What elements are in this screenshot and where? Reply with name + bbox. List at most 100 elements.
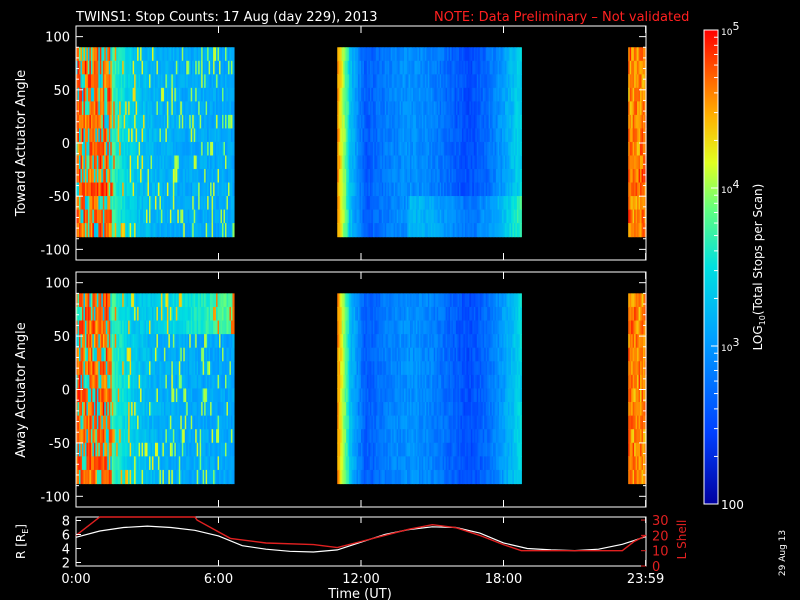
toward-heatmap-cell xyxy=(199,128,202,143)
toward-heatmap-cell xyxy=(144,223,147,238)
toward-heatmap-cell xyxy=(479,168,482,184)
toward-heatmap-cell xyxy=(421,101,424,116)
away-heatmap-cell xyxy=(219,306,222,322)
toward-heatmap-cell xyxy=(491,101,494,116)
toward-heatmap-cell xyxy=(473,101,476,116)
toward-heatmap-cell xyxy=(174,155,177,170)
toward-heatmap-cell xyxy=(411,114,414,130)
toward-heatmap-cell xyxy=(427,101,430,116)
toward-heatmap-cell xyxy=(372,87,375,102)
toward-heatmap-cell xyxy=(98,101,101,116)
toward-heatmap-cell xyxy=(186,168,189,184)
toward-heatmap-cell xyxy=(186,128,189,143)
toward-heatmap-cell xyxy=(192,141,195,157)
toward-heatmap-cell xyxy=(157,74,161,89)
toward-heatmap-cell xyxy=(114,47,117,62)
toward-heatmap-cell xyxy=(463,196,466,211)
away-heatmap-cell xyxy=(93,306,96,322)
toward-heatmap-cell xyxy=(464,209,467,224)
toward-heatmap-cell xyxy=(499,196,502,211)
away-heatmap-cell xyxy=(84,442,88,457)
toward-heatmap-cell xyxy=(361,182,364,197)
toward-heatmap-cell xyxy=(356,47,359,62)
away-heatmap-cell xyxy=(77,415,80,430)
away-heatmap-cell xyxy=(78,374,82,390)
toward-heatmap-cell xyxy=(369,60,372,75)
away-heatmap-cell xyxy=(199,334,202,349)
away-heatmap-cell xyxy=(338,415,341,430)
toward-heatmap-cell xyxy=(350,87,353,102)
toward-heatmap-cell xyxy=(628,155,631,170)
away-heatmap-cell xyxy=(149,293,152,308)
away-heatmap-cell xyxy=(77,347,80,362)
toward-heatmap-cell xyxy=(214,223,217,238)
away-heatmap-cell xyxy=(227,469,231,485)
toward-heatmap-cell xyxy=(629,223,632,238)
away-heatmap-cell xyxy=(113,374,116,390)
away-heatmap-cell xyxy=(83,293,86,308)
away-heatmap-cell xyxy=(89,456,92,471)
toward-heatmap-cell xyxy=(507,101,511,116)
toward-heatmap-cell xyxy=(368,87,371,102)
toward-heatmap-cell xyxy=(450,223,453,238)
away-heatmap-cell xyxy=(232,347,235,362)
toward-heatmap-cell xyxy=(117,223,120,238)
toward-heatmap-cell xyxy=(375,60,378,75)
toward-heatmap-cell xyxy=(166,155,169,170)
toward-heatmap-cell xyxy=(632,168,635,184)
away-heatmap-cell xyxy=(80,320,83,335)
toward-heatmap-cell xyxy=(436,223,439,238)
toward-heatmap-cell xyxy=(506,168,509,184)
toward-heatmap-cell xyxy=(83,74,86,89)
away-heatmap-cell xyxy=(117,442,120,457)
toward-heatmap-cell xyxy=(107,155,110,170)
toward-heatmap-cell xyxy=(507,168,511,184)
toward-heatmap-cell xyxy=(441,128,444,143)
toward-heatmap-cell xyxy=(640,223,643,238)
toward-heatmap-cell xyxy=(99,168,102,184)
toward-heatmap-cell xyxy=(628,87,631,102)
toward-heatmap-cell xyxy=(512,101,515,116)
toward-heatmap-cell xyxy=(355,60,358,75)
toward-heatmap-cell xyxy=(213,155,216,170)
toward-heatmap-cell xyxy=(78,114,82,130)
toward-heatmap-cell xyxy=(502,114,505,130)
toward-heatmap-cell xyxy=(81,87,85,102)
away-heatmap-cell xyxy=(204,334,207,349)
toward-heatmap-cell xyxy=(454,114,457,130)
toward-heatmap-cell xyxy=(375,182,378,197)
away-heatmap-cell xyxy=(204,320,207,335)
toward-heatmap-cell xyxy=(439,209,442,224)
toward-heatmap-cell xyxy=(461,155,465,170)
toward-heatmap-cell xyxy=(184,47,187,62)
away-heatmap-cell xyxy=(223,429,226,444)
toward-heatmap-cell xyxy=(359,60,362,75)
toward-heatmap-cell xyxy=(387,155,390,170)
away-heatmap-cell xyxy=(93,456,96,471)
toward-heatmap-cell xyxy=(346,74,349,89)
away-heatmap-cell xyxy=(172,402,175,417)
away-heatmap-cell xyxy=(169,293,172,308)
toward-heatmap-cell xyxy=(217,168,220,184)
toward-heatmap-cell xyxy=(629,74,632,89)
away-heatmap-cell xyxy=(169,361,172,376)
away-heatmap-cell xyxy=(175,402,178,417)
away-heatmap-cell xyxy=(77,469,80,485)
toward-heatmap-cell xyxy=(134,114,137,130)
away-heatmap-cell xyxy=(175,429,178,444)
toward-heatmap-cell xyxy=(643,155,646,170)
toward-heatmap-cell xyxy=(78,141,82,157)
toward-heatmap-cell xyxy=(217,155,220,170)
toward-heatmap-cell xyxy=(135,182,138,197)
toward-heatmap-cell xyxy=(120,128,123,143)
away-heatmap-cell xyxy=(156,361,159,376)
away-heatmap-cell xyxy=(156,334,159,349)
away-heatmap-cell xyxy=(216,320,219,335)
away-heatmap-cell xyxy=(99,429,102,444)
away-heatmap-cell xyxy=(207,320,210,335)
away-heatmap-cell xyxy=(189,402,192,417)
toward-heatmap-cell xyxy=(516,223,519,238)
away-heatmap-cell xyxy=(84,402,88,417)
toward-heatmap-cell xyxy=(366,47,370,62)
toward-heatmap-cell xyxy=(423,196,426,211)
